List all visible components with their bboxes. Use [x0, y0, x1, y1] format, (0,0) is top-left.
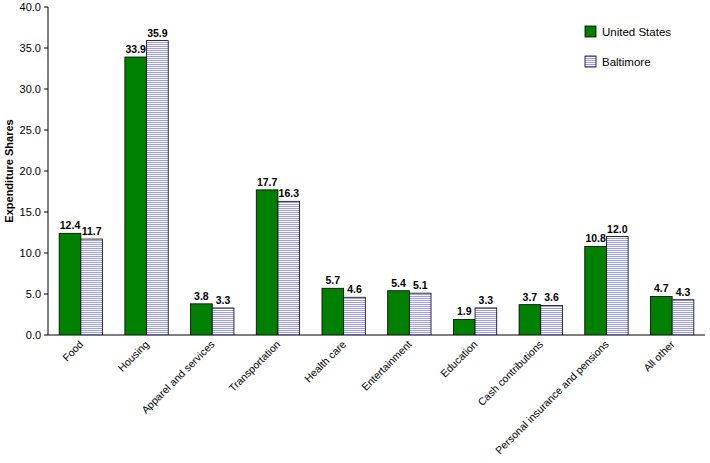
- legend: United States Baltimore: [585, 26, 671, 68]
- data-label: 3.3: [479, 294, 494, 306]
- y-tick: [44, 212, 48, 213]
- bar: [650, 296, 672, 335]
- data-label: 3.8: [194, 290, 209, 302]
- y-tick-label: 15.0: [20, 206, 41, 218]
- data-label: 4.6: [347, 283, 362, 295]
- legend-swatch: [585, 26, 596, 37]
- bar: [278, 201, 300, 335]
- x-axis: Food HousingApparel and servicesTransport…: [60, 338, 677, 457]
- data-label: 3.6: [544, 291, 559, 303]
- x-tick-label: Personal insurance and pensions: [493, 338, 611, 456]
- data-label: 12.0: [607, 223, 628, 235]
- y-tick-label: 10.0: [20, 247, 41, 259]
- data-label: 5.7: [326, 274, 341, 286]
- data-label: 17.7: [257, 176, 278, 188]
- data-label: 33.9: [125, 43, 146, 55]
- x-tick-label: Transportation: [226, 338, 282, 394]
- x-tick-label: All other: [641, 338, 677, 374]
- bar: [191, 304, 213, 335]
- legend-label: United States: [602, 26, 671, 38]
- bar: [475, 308, 497, 335]
- data-label: 12.4: [60, 219, 81, 231]
- x-tick-label: Health care: [302, 338, 349, 385]
- bar: [453, 319, 475, 335]
- y-tick-label: 30.0: [20, 83, 41, 95]
- x-tick-label: Housing: [115, 338, 151, 374]
- bar: [344, 297, 366, 335]
- data-label: 16.3: [279, 187, 300, 199]
- bar: [147, 41, 169, 335]
- x-tick-label: Entertainment: [359, 338, 414, 393]
- y-axis-label: Expenditure Shares: [3, 119, 15, 222]
- y-tick-label: 35.0: [20, 42, 41, 54]
- x-tick-label: Education: [438, 338, 480, 380]
- y-tick: [44, 253, 48, 254]
- y-tick-label: 25.0: [20, 124, 41, 136]
- data-label: 11.7: [82, 225, 102, 237]
- y-axis: 0.0 5.0 10.0 15.0 20.0 25.0 30.0 35.0 40.0: [20, 1, 705, 341]
- y-tick: [44, 7, 48, 8]
- data-label: 35.9: [147, 27, 168, 39]
- y-tick-label: 20.0: [20, 165, 41, 177]
- x-tick-label: Apparel and services: [139, 338, 217, 416]
- bar: [256, 190, 278, 335]
- data-label: 1.9: [457, 305, 472, 317]
- data-label: 4.3: [676, 286, 691, 298]
- data-label: 5.1: [413, 279, 428, 291]
- legend-swatch: [585, 56, 596, 67]
- y-tick-label: 40.0: [20, 1, 41, 13]
- y-tick: [44, 335, 48, 336]
- x-tick-label: Food: [60, 338, 86, 364]
- x-tick-label: Cash contributions: [475, 338, 545, 408]
- data-label: 3.3: [216, 294, 231, 306]
- bar: [409, 293, 431, 335]
- bar: [585, 246, 607, 335]
- bar: [672, 300, 694, 335]
- bar: [59, 233, 81, 335]
- y-tick: [44, 130, 48, 131]
- bar: [519, 305, 541, 335]
- y-axis-line: [48, 7, 49, 335]
- bar: [606, 237, 628, 335]
- bar: [125, 57, 147, 335]
- y-tick: [44, 89, 48, 90]
- bars: [59, 41, 694, 335]
- data-label: 5.4: [391, 277, 406, 289]
- bar: [322, 288, 344, 335]
- legend-label: Baltimore: [602, 56, 651, 68]
- bar: [212, 308, 234, 335]
- y-tick: [44, 294, 48, 295]
- data-label: 10.8: [585, 232, 606, 244]
- y-tick-label: 5.0: [26, 288, 41, 300]
- data-label: 3.7: [523, 291, 538, 303]
- data-label: 4.7: [654, 282, 669, 294]
- bar: [388, 291, 410, 335]
- y-tick: [44, 48, 48, 49]
- bar: [541, 305, 563, 335]
- y-tick-label: 0.0: [26, 329, 41, 341]
- chart: 0.0 5.0 10.0 15.0 20.0 25.0 30.0 35.0 40.0 Expend…: [0, 0, 710, 463]
- y-tick: [44, 171, 48, 172]
- bar: [81, 239, 103, 335]
- data-labels: 12.4 33.9 3.8 17.7 5.7 5.4 1.9 3.7 10.8 4.7 11.7 35…: [60, 27, 691, 318]
